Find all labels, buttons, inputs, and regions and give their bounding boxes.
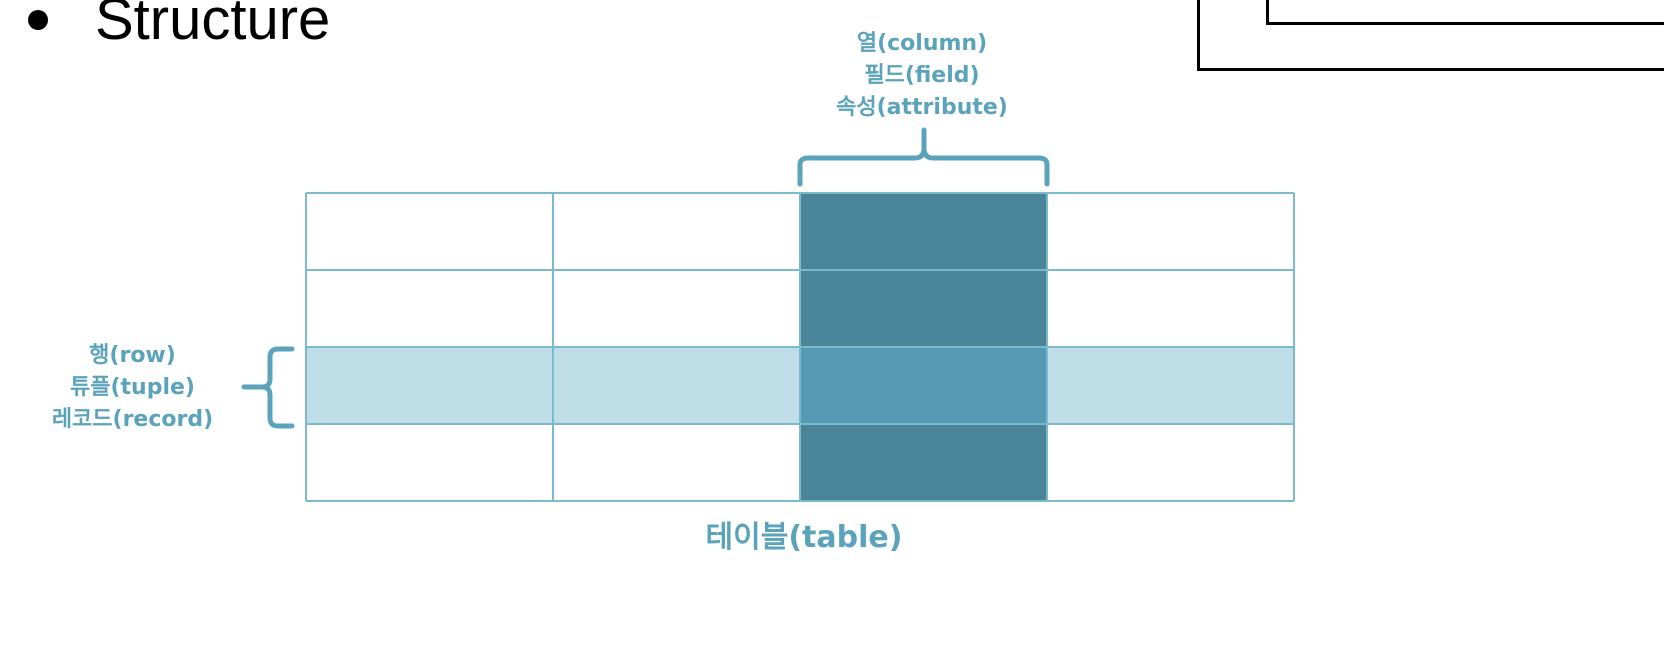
slide-heading: Structure: [95, 0, 331, 52]
field-label-line: 필드(field): [864, 63, 980, 88]
row-label-line: 행(row): [89, 343, 176, 368]
table-caption: 테이블(table): [705, 520, 903, 555]
intersection-cell: [800, 347, 1047, 424]
column-bracket: [797, 127, 1050, 187]
corner-frame-outer: [1197, 0, 1664, 71]
record-label-line: 레코드(record): [51, 407, 214, 432]
row-bracket: [241, 346, 295, 429]
corner-frame-inner: [1266, 0, 1664, 25]
tuple-label-line: 튜플(tuple): [70, 375, 195, 400]
row-label: 행(row) 튜플(tuple) 레코드(record): [20, 340, 245, 436]
column-label: 열(column) 필드(field) 속성(attribute): [752, 28, 1092, 124]
attribute-label-line: 속성(attribute): [836, 95, 1008, 120]
column-label-line: 열(column): [856, 31, 988, 56]
bullet-dot: [28, 10, 48, 30]
